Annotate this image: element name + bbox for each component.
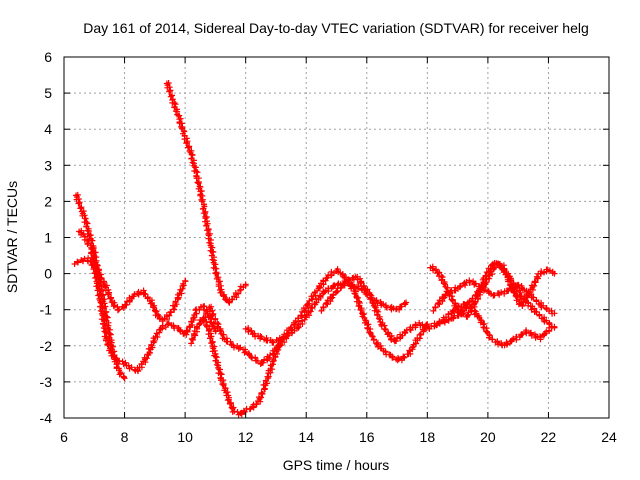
y-axis-label: SDTVAR / TECUs bbox=[4, 181, 20, 293]
series-track-g bbox=[242, 266, 431, 364]
x-tick-label: 22 bbox=[541, 429, 557, 445]
series-track-b bbox=[73, 191, 128, 382]
x-tick-label: 16 bbox=[359, 429, 375, 445]
y-tick-label: 4 bbox=[44, 121, 52, 137]
series-track-d bbox=[163, 80, 249, 306]
series-track-k bbox=[433, 260, 558, 331]
plus-markers bbox=[71, 255, 189, 324]
y-tick-label: -2 bbox=[40, 338, 53, 354]
y-tick-label: -4 bbox=[40, 410, 53, 426]
plus-markers bbox=[76, 227, 219, 375]
x-tick-label: 10 bbox=[177, 429, 193, 445]
x-axis-label: GPS time / hours bbox=[283, 457, 390, 473]
x-tick-label: 6 bbox=[60, 429, 68, 445]
series-track-a bbox=[71, 255, 189, 324]
y-tick-label: 6 bbox=[44, 49, 52, 65]
plus-markers bbox=[242, 266, 431, 364]
series-track-c bbox=[76, 227, 219, 375]
x-tick-label: 20 bbox=[480, 429, 496, 445]
y-tick-label: -3 bbox=[40, 374, 53, 390]
y-tick-label: 0 bbox=[44, 266, 52, 282]
plus-markers bbox=[73, 191, 128, 382]
chart-title: Day 161 of 2014, Sidereal Day-to-day VTE… bbox=[83, 20, 589, 36]
y-tick-label: 1 bbox=[44, 230, 52, 246]
plus-markers bbox=[433, 260, 558, 331]
plus-markers bbox=[188, 314, 285, 418]
x-tick-label: 14 bbox=[298, 429, 314, 445]
series-track-e bbox=[188, 314, 285, 418]
y-tick-label: 5 bbox=[44, 85, 52, 101]
data-marks bbox=[71, 80, 558, 418]
x-tick-label: 12 bbox=[238, 429, 254, 445]
y-tick-label: -1 bbox=[40, 302, 53, 318]
x-tick-label: 18 bbox=[420, 429, 436, 445]
plus-markers bbox=[163, 80, 249, 306]
x-tick-label: 8 bbox=[121, 429, 129, 445]
y-tick-label: 3 bbox=[44, 157, 52, 173]
y-tick-label: 2 bbox=[44, 193, 52, 209]
x-tick-label: 24 bbox=[601, 429, 617, 445]
